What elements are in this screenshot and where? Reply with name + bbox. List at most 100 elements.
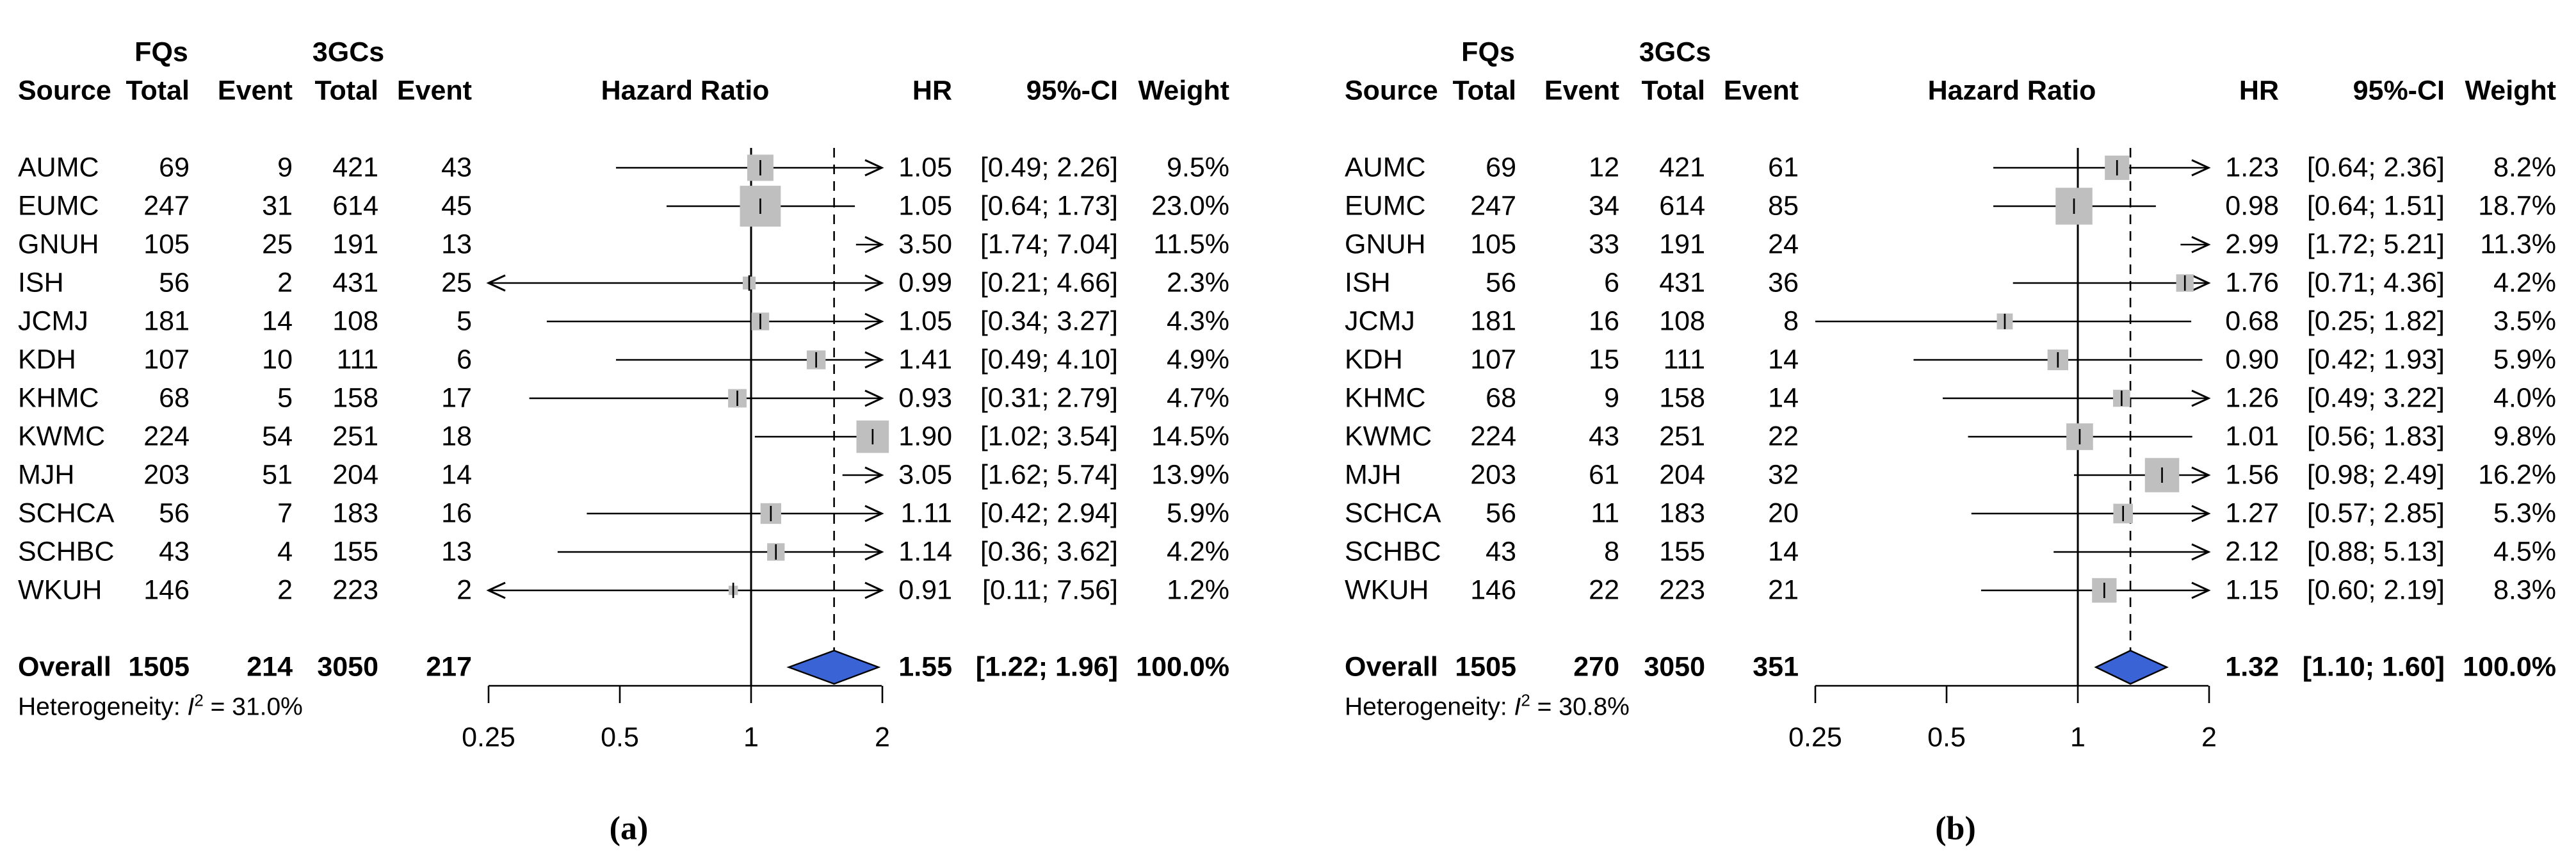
col-header-hazard-ratio: Hazard Ratio xyxy=(1927,75,2096,106)
group-header-3gcs: 3GCs xyxy=(312,36,385,68)
het-value: = 31.0% xyxy=(203,693,303,721)
heterogeneity-label: Heterogeneity: I2 = 31.0% xyxy=(18,692,303,721)
study-gc-total: 204 xyxy=(1659,459,1705,490)
study-gc-event: 13 xyxy=(441,536,472,567)
study-fq-event: 51 xyxy=(262,459,293,490)
study-gc-total: 108 xyxy=(332,305,378,337)
study-fq-total: 181 xyxy=(1470,305,1516,337)
axis-tick-label: 0.25 xyxy=(462,722,515,753)
study-gc-total: 251 xyxy=(332,421,378,452)
study-source: MJH xyxy=(1345,459,1402,490)
panel-label: (b) xyxy=(1935,810,1976,847)
col-header-gc-total: Total xyxy=(1641,75,1705,106)
col-header-fq-event: Event xyxy=(217,75,293,106)
study-fq-total: 43 xyxy=(159,536,190,567)
clip-arrow-right-icon xyxy=(2191,159,2211,177)
study-source: WKUH xyxy=(1345,574,1429,606)
col-header-gc-event: Event xyxy=(1723,75,1799,106)
group-header-fqs: FQs xyxy=(1461,36,1515,68)
study-gc-event: 22 xyxy=(1768,421,1799,452)
overall-diamond xyxy=(2094,649,2169,685)
study-ci: [0.60; 2.19] xyxy=(2306,574,2445,606)
study-source: ISH xyxy=(18,267,64,298)
study-fq-event: 54 xyxy=(262,421,293,452)
study-source: KHMC xyxy=(18,382,99,414)
study-gc-total: 421 xyxy=(332,152,378,183)
study-gc-event: 61 xyxy=(1768,152,1799,183)
clip-arrow-left-icon xyxy=(486,581,506,599)
col-header-hr: HR xyxy=(912,75,952,106)
study-gc-event: 43 xyxy=(441,152,472,183)
study-hr: 0.90 xyxy=(2225,344,2279,375)
study-gc-event: 6 xyxy=(457,344,472,375)
study-fq-total: 69 xyxy=(159,152,190,183)
study-fq-total: 56 xyxy=(1486,498,1516,529)
col-header-source: Source xyxy=(18,75,111,106)
study-ci: [0.88; 5.13] xyxy=(2306,536,2445,567)
forest-plot-canvas xyxy=(486,148,889,703)
col-header-weight: Weight xyxy=(2465,75,2556,106)
study-fq-total: 224 xyxy=(143,421,190,452)
study-fq-total: 107 xyxy=(143,344,190,375)
clip-arrow-right-icon xyxy=(864,466,884,484)
study-source: AUMC xyxy=(1345,152,1426,183)
study-gc-event: 13 xyxy=(441,229,472,260)
study-ci: [0.49; 4.10] xyxy=(980,344,1118,375)
study-fq-event: 8 xyxy=(1604,536,1619,567)
study-ci: [0.57; 2.85] xyxy=(2306,498,2445,529)
study-source: JCMJ xyxy=(1345,305,1415,337)
col-header-ci: 95%-CI xyxy=(2353,75,2445,106)
study-ci: [1.74; 7.04] xyxy=(980,229,1118,260)
study-ci: [0.64; 2.36] xyxy=(2306,152,2445,183)
clip-arrow-right-icon xyxy=(864,389,884,407)
study-gc-event: 24 xyxy=(1768,229,1799,260)
study-gc-total: 614 xyxy=(332,190,378,222)
overall-hr: 1.32 xyxy=(2225,651,2279,683)
study-weight: 23.0% xyxy=(1151,190,1229,222)
study-fq-event: 2 xyxy=(277,267,293,298)
study-weight: 4.0% xyxy=(2493,382,2556,414)
study-source: KDH xyxy=(18,344,76,375)
study-hr: 0.68 xyxy=(2225,305,2279,337)
panel-a: FQs 3GCs Source Total Event Total Event Hazard … xyxy=(18,36,1229,847)
study-fq-event: 2 xyxy=(277,574,293,606)
axis-tick-label: 1 xyxy=(743,722,759,753)
study-source: AUMC xyxy=(18,152,99,183)
overall-hr: 1.55 xyxy=(898,651,952,683)
col-header-hr: HR xyxy=(2239,75,2279,106)
study-weight: 8.2% xyxy=(2493,152,2556,183)
study-gc-total: 223 xyxy=(1659,574,1705,606)
study-fq-total: 68 xyxy=(159,382,190,414)
clip-arrow-right-icon xyxy=(864,505,884,523)
study-fq-event: 7 xyxy=(277,498,293,529)
study-source: SCHBC xyxy=(1345,536,1441,567)
study-weight: 4.5% xyxy=(2493,536,2556,567)
study-fq-total: 105 xyxy=(1470,229,1516,260)
study-source: KDH xyxy=(1345,344,1403,375)
study-gc-total: 191 xyxy=(332,229,378,260)
study-gc-total: 223 xyxy=(332,574,378,606)
study-ci: [0.42; 1.93] xyxy=(2306,344,2445,375)
study-source: EUMC xyxy=(18,190,99,222)
study-fq-total: 203 xyxy=(143,459,190,490)
study-source: SCHCA xyxy=(1345,498,1441,529)
study-hr: 3.05 xyxy=(898,459,952,490)
overall-label: Overall xyxy=(18,651,111,683)
study-ci: [0.64; 1.51] xyxy=(2306,190,2445,222)
study-fq-total: 68 xyxy=(1486,382,1516,414)
overall-fq-total: 1505 xyxy=(1455,651,1516,683)
col-header-weight: Weight xyxy=(1138,75,1229,106)
axis-tick-label: 2 xyxy=(875,722,890,753)
study-gc-total: 431 xyxy=(1659,267,1705,298)
study-hr: 1.41 xyxy=(898,344,952,375)
study-weight: 5.9% xyxy=(1166,498,1229,529)
forest-plot-canvas xyxy=(1814,148,2211,703)
clip-arrow-right-icon xyxy=(2191,236,2211,254)
clip-arrow-right-icon xyxy=(2191,505,2211,523)
clip-arrow-right-icon xyxy=(864,312,884,330)
study-source: ISH xyxy=(1345,267,1391,298)
study-gc-event: 17 xyxy=(441,382,472,414)
study-fq-total: 56 xyxy=(1486,267,1516,298)
clip-arrow-right-icon xyxy=(2191,274,2211,292)
study-fq-total: 107 xyxy=(1470,344,1516,375)
